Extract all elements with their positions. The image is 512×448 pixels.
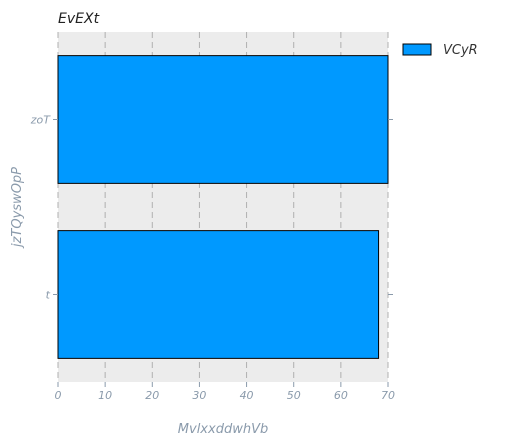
x-tick-label: 50 — [287, 389, 301, 402]
y-tick-label: t — [46, 289, 51, 302]
bar-zoT — [57, 55, 389, 184]
y-axis-ticks: t zoT — [30, 114, 393, 302]
chart-title: EvEXt — [58, 11, 100, 27]
x-tick-label: 60 — [334, 389, 348, 402]
x-axis-label: MvlxxddwhVb — [178, 422, 268, 437]
x-tick-label: 40 — [240, 389, 254, 402]
x-tick-label: 10 — [98, 389, 112, 402]
legend-label: VCyR — [443, 43, 478, 58]
x-tick-label: 0 — [55, 389, 62, 402]
y-tick-label: zoT — [30, 114, 52, 127]
legend: VCyR — [402, 43, 478, 58]
y-axis-label: jzTQyswOpP — [10, 167, 25, 249]
bar-t — [57, 230, 380, 359]
x-tick-label: 30 — [192, 389, 206, 402]
legend-swatch — [402, 43, 432, 56]
bars — [57, 55, 389, 359]
x-tick-label: 70 — [381, 389, 395, 402]
x-axis-ticks: 0 10 20 30 40 50 60 70 — [55, 382, 395, 402]
x-tick-label: 20 — [145, 389, 159, 402]
